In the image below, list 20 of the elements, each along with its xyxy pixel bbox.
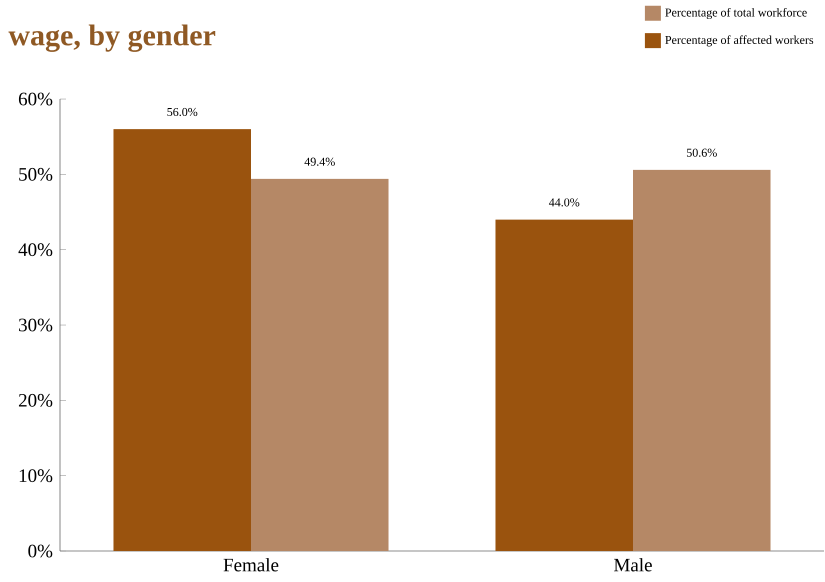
- legend-label: Percentage of affected workers: [665, 35, 814, 46]
- data-label: 50.6%: [686, 148, 717, 157]
- x-tick-label: Male: [614, 558, 652, 572]
- bar: [495, 220, 634, 552]
- bar: [633, 170, 771, 552]
- y-tick-label: 30%: [19, 318, 52, 332]
- bar: [251, 178, 389, 552]
- data-label: 44.0%: [548, 198, 580, 206]
- x-tick-label: Female: [224, 558, 278, 572]
- bar: [113, 129, 251, 552]
- y-tick-label: 0%: [28, 544, 52, 558]
- y-tick-label: 60%: [18, 92, 52, 106]
- data-label: 56.0%: [167, 108, 198, 116]
- y-tick-label: 40%: [18, 243, 52, 256]
- y-tick-label: 50%: [19, 168, 52, 181]
- y-tick-label: 20%: [18, 394, 52, 407]
- y-tick-label: 10%: [20, 469, 52, 482]
- data-label: 49.4%: [304, 158, 335, 166]
- legend-label: Percentage of total workforce: [665, 8, 807, 20]
- chart-title: wage, by gender: [8, 24, 216, 52]
